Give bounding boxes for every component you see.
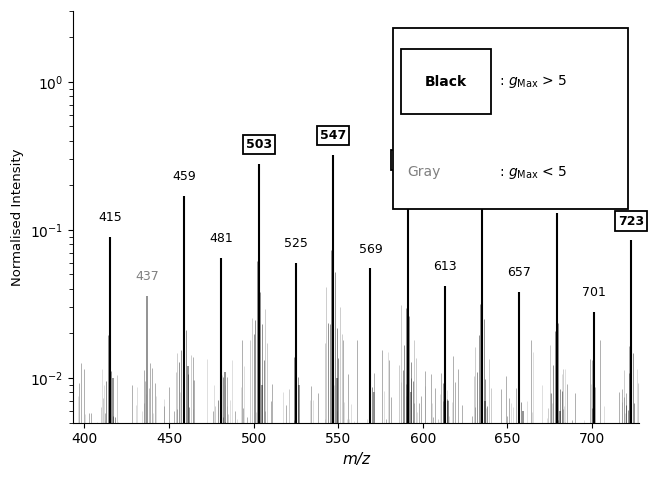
Text: : $g_\mathrm{Max}$ > 5: : $g_\mathrm{Max}$ > 5 xyxy=(499,74,567,90)
Text: 569: 569 xyxy=(358,242,382,256)
Text: 437: 437 xyxy=(135,270,159,283)
X-axis label: m/z: m/z xyxy=(342,452,370,467)
Text: Black: Black xyxy=(425,75,467,89)
Text: 415: 415 xyxy=(98,211,121,224)
Text: : $g_\mathrm{Max}$ < 5: : $g_\mathrm{Max}$ < 5 xyxy=(499,164,567,181)
Text: 503: 503 xyxy=(245,138,272,151)
Text: 591: 591 xyxy=(394,153,420,166)
Text: 679: 679 xyxy=(544,187,569,200)
Text: 613: 613 xyxy=(433,260,457,273)
Text: 481: 481 xyxy=(210,232,234,245)
Text: 547: 547 xyxy=(320,129,346,142)
Text: 723: 723 xyxy=(618,215,644,228)
Text: 525: 525 xyxy=(284,237,308,250)
Text: 657: 657 xyxy=(507,266,531,279)
Text: 701: 701 xyxy=(582,286,605,299)
Text: Gray: Gray xyxy=(407,165,440,179)
Text: 459: 459 xyxy=(173,170,196,183)
Y-axis label: Normalised Intensity: Normalised Intensity xyxy=(11,148,24,286)
FancyBboxPatch shape xyxy=(401,49,491,114)
FancyBboxPatch shape xyxy=(393,28,628,208)
Text: 635: 635 xyxy=(469,166,495,179)
